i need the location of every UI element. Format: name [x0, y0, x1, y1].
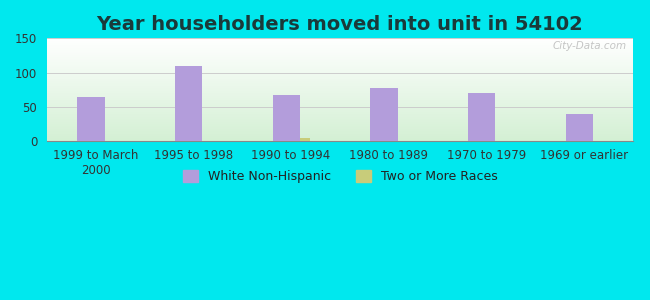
Bar: [175, 66, 202, 141]
Bar: [370, 88, 398, 141]
Bar: [566, 114, 593, 141]
Title: Year householders moved into unit in 54102: Year householders moved into unit in 541…: [97, 15, 583, 34]
Bar: [468, 93, 495, 141]
Bar: [300, 138, 309, 141]
Legend: White Non-Hispanic, Two or More Races: White Non-Hispanic, Two or More Races: [177, 165, 502, 188]
Bar: [272, 94, 300, 141]
Bar: [77, 97, 105, 141]
Text: City-Data.com: City-Data.com: [553, 41, 627, 51]
